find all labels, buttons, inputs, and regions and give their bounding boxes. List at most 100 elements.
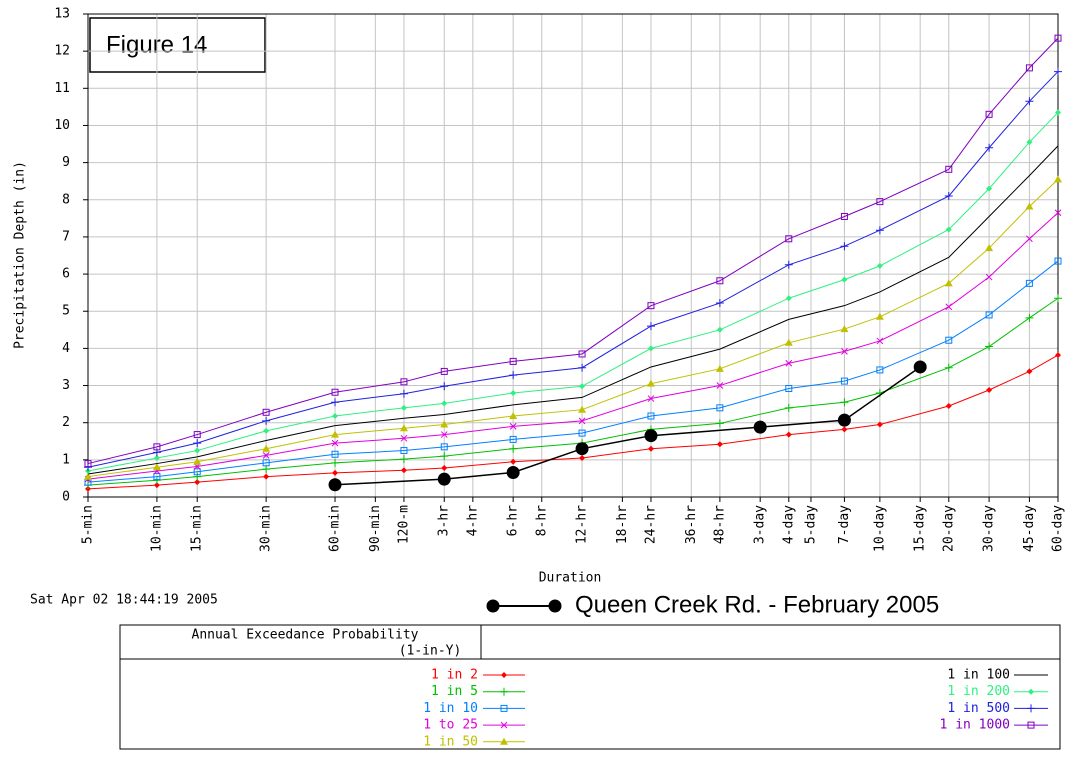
marker [153, 443, 161, 451]
marker [1025, 64, 1033, 72]
marker [715, 364, 724, 372]
marker [486, 599, 500, 613]
x-tick-label: 5-min [81, 505, 96, 544]
marker [501, 672, 507, 678]
marker [509, 357, 517, 365]
marker [784, 403, 793, 412]
marker [986, 185, 993, 192]
marker [400, 434, 408, 442]
marker [1054, 294, 1062, 303]
x-tick-label: 10-min [149, 505, 164, 552]
marker [1027, 721, 1035, 729]
marker [1054, 34, 1062, 42]
series-line [87, 71, 1059, 468]
marker [1054, 175, 1062, 183]
marker [399, 424, 408, 432]
marker [331, 439, 339, 447]
x-tick-label: 24-hr [643, 505, 658, 544]
marker [1026, 368, 1033, 375]
marker [840, 398, 849, 407]
legend-title: (1-in-Y) [399, 644, 462, 659]
marker [716, 382, 724, 389]
marker [876, 337, 884, 345]
marker [193, 439, 202, 448]
marker [837, 413, 851, 427]
x-tick-label: 36-hr [684, 505, 699, 544]
marker [785, 295, 792, 302]
legend-box [119, 624, 1061, 750]
marker [263, 473, 270, 480]
marker [579, 383, 586, 390]
marker [262, 465, 271, 474]
marker [194, 447, 201, 454]
marker [647, 412, 655, 420]
marker [716, 326, 723, 333]
marker [509, 444, 518, 453]
series-line [334, 366, 921, 486]
marker [945, 165, 953, 173]
marker [509, 423, 517, 430]
y-tick-label: 1 [62, 452, 70, 467]
marker [331, 430, 340, 438]
marker [1054, 67, 1062, 76]
figure-label-box [89, 17, 266, 73]
x-tick-label: 4-hr [465, 505, 480, 536]
marker [985, 311, 993, 319]
marker [440, 420, 449, 428]
legend-label: 1 to 25 [423, 718, 478, 733]
y-tick-label: 2 [62, 415, 70, 430]
y-tick-label: 0 [62, 490, 70, 505]
legend-label: 1 in 5 [431, 684, 478, 699]
marker [331, 458, 340, 467]
x-tick-label: 45-day [1022, 505, 1037, 552]
marker [548, 599, 562, 613]
series-line [87, 145, 1059, 475]
marker [715, 419, 724, 428]
marker [1028, 688, 1034, 695]
marker [440, 382, 449, 391]
marker [440, 452, 449, 461]
marker [400, 378, 408, 386]
x-axis-label: Duration [539, 571, 602, 586]
y-tick-label: 6 [62, 267, 70, 282]
legend-label: 1 in 100 [947, 668, 1010, 683]
marker [506, 465, 520, 479]
marker [263, 427, 270, 434]
marker [509, 371, 518, 380]
marker [1026, 139, 1033, 146]
x-tick-label: 5-day [803, 505, 818, 544]
marker [944, 279, 953, 287]
marker [985, 143, 994, 152]
marker [985, 342, 994, 351]
marker [647, 445, 654, 452]
marker [441, 400, 448, 407]
x-tick-label: 60-day [1051, 505, 1066, 552]
marker [153, 454, 160, 461]
marker [331, 388, 339, 396]
marker [945, 303, 953, 311]
marker [876, 262, 883, 269]
marker [1025, 313, 1034, 322]
x-tick-label: 48-hr [712, 505, 727, 544]
marker [647, 302, 655, 310]
x-tick-label: 7-day [837, 505, 852, 544]
series-line [87, 37, 1059, 465]
marker [262, 459, 270, 467]
y-axis-label: Precipitation Depth (in) [13, 161, 28, 349]
marker [1054, 209, 1062, 217]
marker [331, 398, 340, 407]
x-tick-label: 18-hr [615, 505, 630, 544]
marker [840, 212, 848, 220]
x-tick-label: 15-day [913, 505, 928, 552]
x-tick-label: 20-day [941, 505, 956, 552]
x-tick-label: 3-day [753, 505, 768, 544]
legend-label: 1 in 200 [947, 684, 1010, 699]
marker [716, 404, 724, 412]
marker [876, 421, 883, 428]
series-line [87, 354, 1059, 490]
x-tick-label: 3-hr [437, 505, 452, 536]
marker [1055, 109, 1061, 116]
marker [440, 443, 448, 451]
plot-frame [87, 13, 1059, 498]
